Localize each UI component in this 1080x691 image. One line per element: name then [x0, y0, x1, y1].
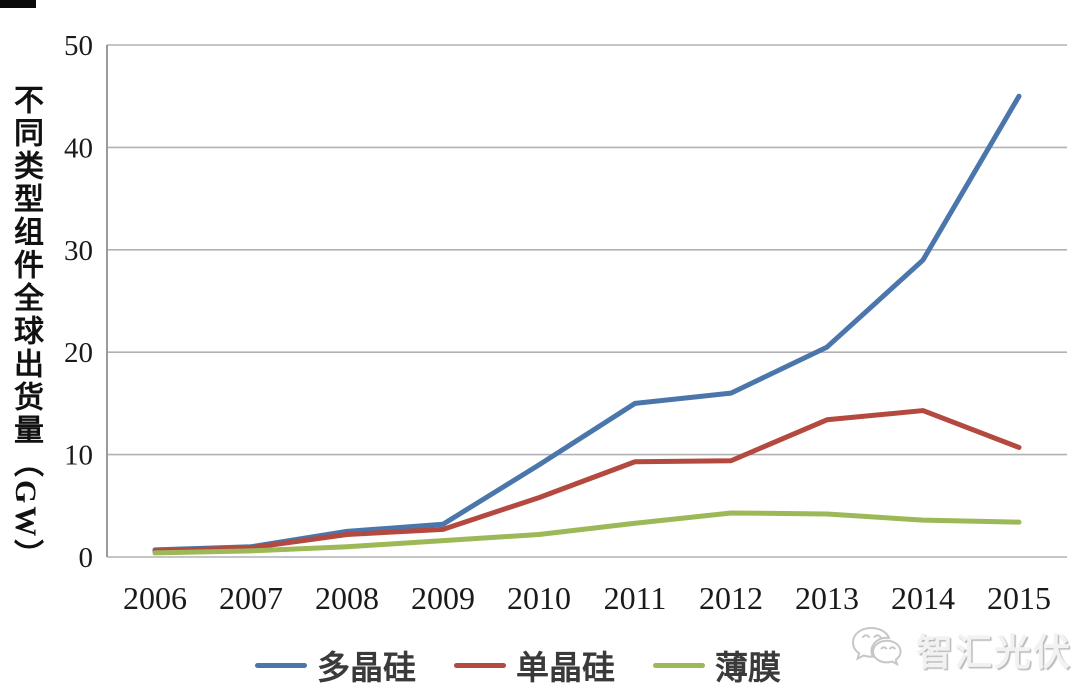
- series-line-单晶硅: [152, 408, 1022, 554]
- x-tick-label: 2007: [219, 580, 283, 616]
- y-tick-label: 0: [79, 542, 94, 574]
- legend-label: 薄膜: [715, 651, 781, 687]
- legend-swatch: [653, 662, 705, 668]
- watermark-label: 智汇光伏: [916, 633, 1072, 674]
- legend-swatch: [454, 662, 506, 668]
- x-tick-label: 2006: [123, 580, 187, 616]
- corner-mark: [0, 0, 36, 8]
- legend-label: 单晶硅: [516, 651, 615, 687]
- x-tick-label: 2012: [699, 580, 763, 616]
- y-tick-label: 50: [64, 30, 93, 62]
- y-tick-label: 30: [64, 235, 93, 267]
- x-tick-label: 2008: [315, 580, 379, 616]
- chart-legend: 多晶硅 单晶硅 薄膜: [255, 641, 781, 689]
- y-tick-label: 10: [64, 440, 93, 472]
- y-tick-label: 20: [64, 337, 93, 369]
- x-tick-label: 2009: [411, 580, 475, 616]
- y-tick-label: 40: [64, 132, 93, 164]
- watermark: 智汇光伏: [850, 622, 1072, 676]
- y-axis-title: 不同类型组件全球出货量（GW）: [9, 84, 42, 573]
- legend-item: 多晶硅: [255, 641, 416, 689]
- x-tick-label: 2015: [987, 580, 1051, 616]
- x-tick-label: 2010: [507, 580, 571, 616]
- legend-label: 多晶硅: [317, 651, 416, 687]
- line-chart: 0 10 20 30 40 50 2006 2007 2008 2009 2010 2011 2012 2…: [64, 30, 1067, 616]
- series-line-薄膜: [152, 510, 1022, 556]
- legend-item: 薄膜: [653, 641, 781, 689]
- wechat-icon: [851, 626, 902, 667]
- x-tick-label: 2011: [604, 580, 667, 616]
- x-tick-label: 2013: [795, 580, 859, 616]
- legend-item: 单晶硅: [454, 641, 615, 689]
- legend-swatch: [255, 662, 307, 668]
- x-tick-label: 2014: [891, 580, 955, 616]
